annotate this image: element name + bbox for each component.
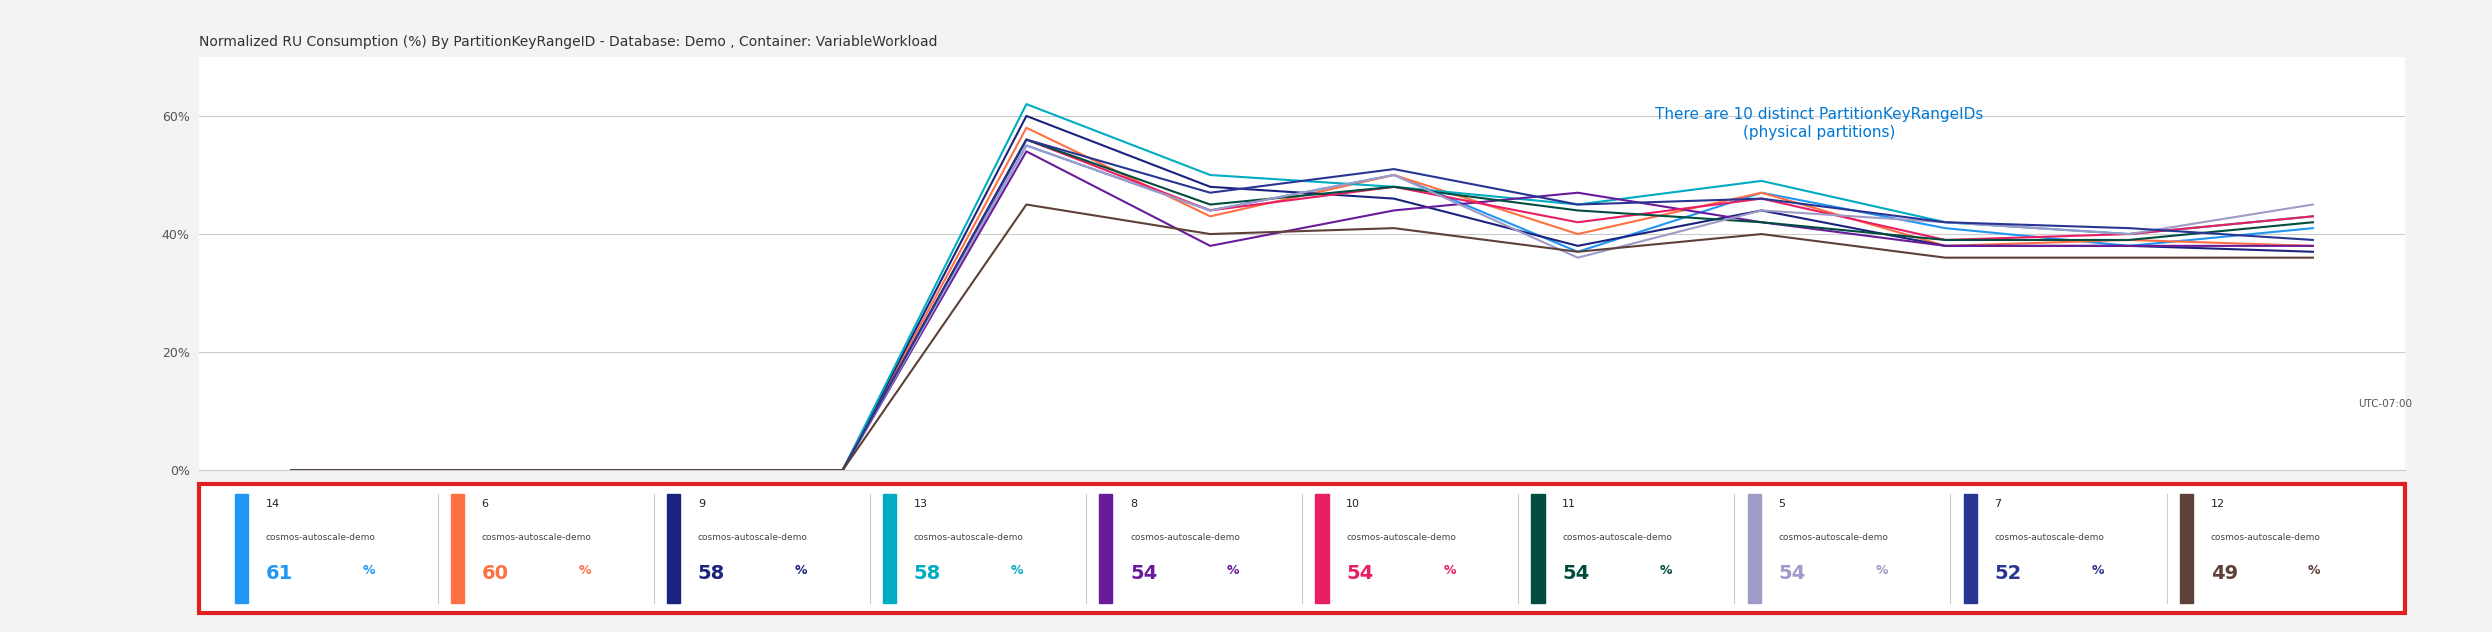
Text: %: % [2091,564,2103,577]
Text: 60: 60 [481,564,508,583]
Text: cosmos-autoscale-demo: cosmos-autoscale-demo [915,533,1024,542]
Bar [2180,494,2193,603]
Text: 49: 49 [2210,564,2238,583]
Text: 8: 8 [1129,499,1136,509]
Text: 6: 6 [481,499,488,509]
Text: Normalized RU Consumption (%) By PartitionKeyRangeID - Database: Demo , Containe: Normalized RU Consumption (%) By Partiti… [199,35,937,49]
Text: 61: 61 [267,564,292,583]
Bar [1099,494,1111,603]
FancyBboxPatch shape [199,484,2405,613]
Text: 54: 54 [1346,564,1373,583]
Text: There are 10 distinct PartitionKeyRangeIDs
(physical partitions): There are 10 distinct PartitionKeyRangeI… [1655,107,1984,140]
Text: %: % [1876,564,1889,577]
Bar [1316,494,1328,603]
Text: 7: 7 [1994,499,2001,509]
Text: 10: 10 [1346,499,1361,509]
Bar [234,494,247,603]
Text: %: % [578,564,591,577]
Text: 13: 13 [915,499,927,509]
Text: 11: 11 [1562,499,1577,509]
Bar [1747,494,1762,603]
Text: %: % [1660,564,1672,577]
Text: %: % [361,564,376,577]
Text: cosmos-autoscale-demo: cosmos-autoscale-demo [1994,533,2103,542]
Text: 54: 54 [1562,564,1590,583]
Text: cosmos-autoscale-demo: cosmos-autoscale-demo [267,533,376,542]
Bar [451,494,464,603]
Text: 58: 58 [915,564,942,583]
Text: cosmos-autoscale-demo: cosmos-autoscale-demo [481,533,591,542]
Text: 54: 54 [1779,564,1807,583]
Text: 58: 58 [698,564,725,583]
Text: 54: 54 [1129,564,1156,583]
Text: 52: 52 [1994,564,2021,583]
Text: 9: 9 [698,499,705,509]
Bar [1964,494,1976,603]
Text: %: % [1226,564,1239,577]
Text: cosmos-autoscale-demo: cosmos-autoscale-demo [1346,533,1455,542]
Text: cosmos-autoscale-demo: cosmos-autoscale-demo [2210,533,2320,542]
Bar [882,494,897,603]
Text: 5: 5 [1779,499,1784,509]
Bar [668,494,680,603]
Text: %: % [1012,564,1024,577]
Text: 14: 14 [267,499,279,509]
Text: UTC-07:00: UTC-07:00 [2357,399,2412,410]
Text: cosmos-autoscale-demo: cosmos-autoscale-demo [1562,533,1672,542]
Text: %: % [2308,564,2320,577]
Text: cosmos-autoscale-demo: cosmos-autoscale-demo [698,533,807,542]
Bar [1533,494,1545,603]
Text: 12: 12 [2210,499,2225,509]
Text: %: % [1443,564,1455,577]
Text: %: % [795,564,807,577]
Text: cosmos-autoscale-demo: cosmos-autoscale-demo [1129,533,1241,542]
Text: cosmos-autoscale-demo: cosmos-autoscale-demo [1779,533,1889,542]
